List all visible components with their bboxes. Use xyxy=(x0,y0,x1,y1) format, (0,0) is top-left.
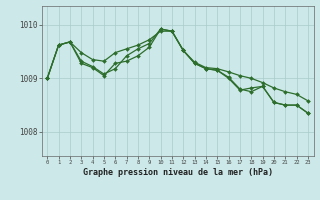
X-axis label: Graphe pression niveau de la mer (hPa): Graphe pression niveau de la mer (hPa) xyxy=(83,168,273,177)
